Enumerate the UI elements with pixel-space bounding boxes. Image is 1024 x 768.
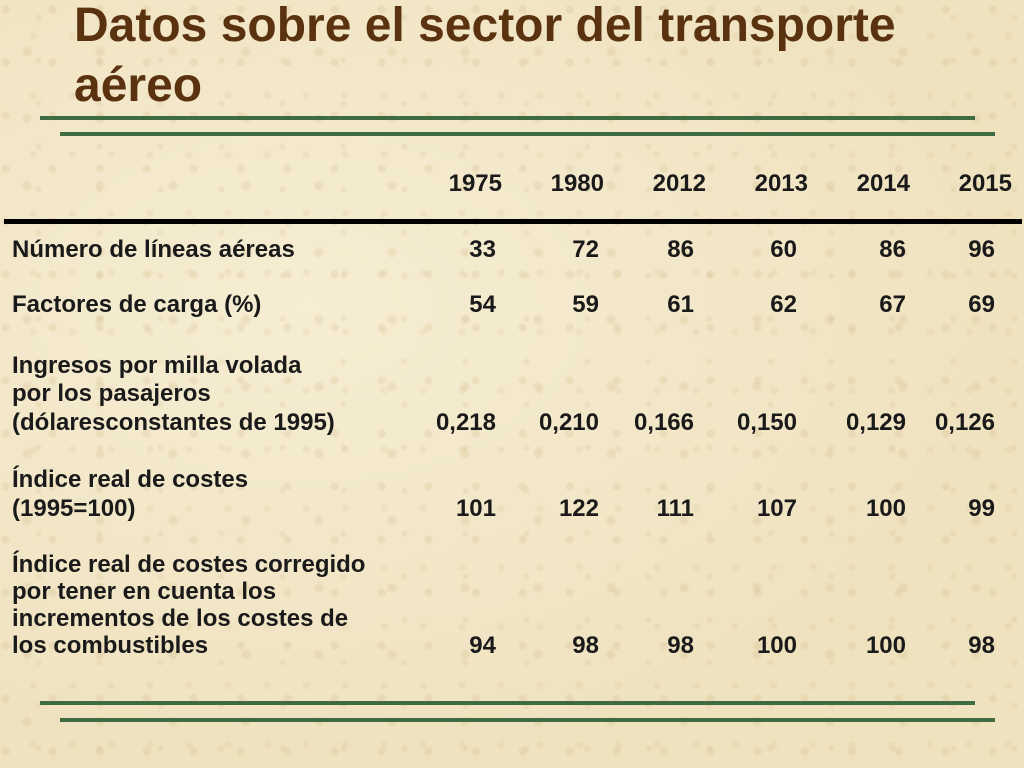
table-cell: 99 bbox=[968, 495, 995, 522]
table-cell: 0,150 bbox=[736, 409, 797, 436]
row-label: Factores de carga (%) bbox=[12, 291, 262, 318]
table-cell: 72 bbox=[572, 236, 599, 263]
row-label: Índice real de costes corregido bbox=[12, 551, 366, 578]
slide-title: Datos sobre el sector del transporte aér… bbox=[74, 0, 1014, 116]
footer-divider-top bbox=[40, 701, 975, 705]
table-cell: 100 bbox=[865, 495, 906, 522]
table-cell: 94 bbox=[469, 632, 496, 659]
row-label: Ingresos por milla volada bbox=[12, 352, 302, 379]
row-label: los combustibles bbox=[12, 632, 209, 659]
table-cell: 69 bbox=[968, 291, 995, 318]
year-header-cell: 2013 bbox=[754, 170, 808, 197]
table-cell: 61 bbox=[667, 291, 694, 318]
table-cell: 0,218 bbox=[435, 409, 496, 436]
footer-divider-bottom bbox=[60, 718, 995, 722]
year-header-cell: 2015 bbox=[958, 170, 1012, 197]
table-cell: 101 bbox=[455, 495, 496, 522]
table-cell: 33 bbox=[469, 236, 496, 263]
year-header-cell: 2014 bbox=[856, 170, 910, 197]
table-cell: 0,126 bbox=[934, 409, 995, 436]
table-cell: 62 bbox=[770, 291, 797, 318]
table-cell: 98 bbox=[968, 632, 995, 659]
table-cell: 100 bbox=[865, 632, 906, 659]
table-cell: 86 bbox=[879, 236, 906, 263]
table-cell: 86 bbox=[667, 236, 694, 263]
table-cell: 111 bbox=[656, 495, 694, 522]
year-header-cell: 1980 bbox=[550, 170, 604, 197]
table-cell: 60 bbox=[770, 236, 797, 263]
table-cell: 96 bbox=[968, 236, 995, 263]
year-header-cell: 1975 bbox=[448, 170, 502, 197]
row-label: Número de líneas aéreas bbox=[12, 236, 295, 263]
row-label: incrementos de los costes de bbox=[12, 605, 349, 632]
table-cell: 107 bbox=[756, 495, 797, 522]
title-divider-top bbox=[40, 116, 975, 120]
table-cell: 98 bbox=[667, 632, 694, 659]
table-cell: 59 bbox=[572, 291, 599, 318]
row-label: (1995=100) bbox=[12, 495, 136, 522]
table-cell: 0,166 bbox=[633, 409, 694, 436]
table-cell: 100 bbox=[756, 632, 797, 659]
table-cell: 54 bbox=[469, 291, 496, 318]
table-cell: 98 bbox=[572, 632, 599, 659]
table-header-rule bbox=[4, 219, 1022, 224]
table-cell: 0,129 bbox=[845, 409, 906, 436]
row-label: (dólaresconstantes de 1995) bbox=[12, 409, 335, 436]
row-label: Índice real de costes bbox=[12, 466, 249, 493]
row-label: por los pasajeros bbox=[12, 380, 211, 407]
table-cell: 67 bbox=[879, 291, 906, 318]
row-label: por tener en cuenta los bbox=[12, 578, 277, 605]
slide-title-line-1: Datos sobre el sector del transporte bbox=[74, 0, 896, 52]
year-header-cell: 2012 bbox=[652, 170, 706, 197]
table-cell: 0,210 bbox=[538, 409, 599, 436]
table-cell: 122 bbox=[558, 495, 599, 522]
slide-title-line-2: aéreo bbox=[74, 59, 203, 112]
title-divider-bottom bbox=[60, 132, 995, 136]
